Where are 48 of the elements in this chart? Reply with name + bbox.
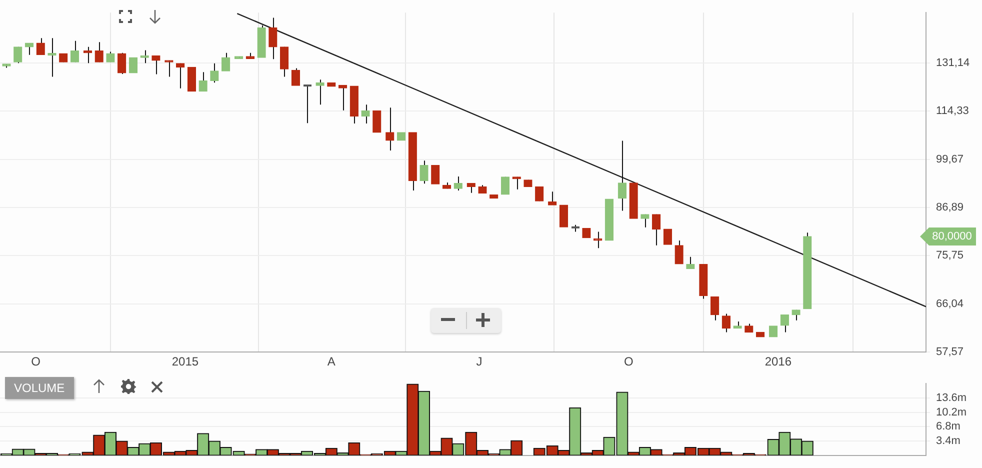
candlestick: [454, 176, 462, 192]
candlestick: [14, 46, 22, 64]
candlestick: [372, 110, 382, 133]
candlestick: [535, 186, 544, 202]
y-tick-label: 131,14: [936, 57, 970, 70]
y-tick-label: 3.4m: [936, 435, 960, 448]
candlestick: [466, 182, 476, 194]
candlestick: [548, 191, 557, 206]
candlestick: [361, 104, 370, 124]
candlestick: [152, 55, 160, 75]
y-tick-label: 57,57: [936, 346, 964, 358]
candlestick: [663, 228, 672, 245]
candlestick: [280, 46, 289, 78]
y-tick-label: 66,04: [936, 298, 964, 310]
candlestick: [176, 62, 185, 89]
y-tick-label: 99,67: [936, 153, 964, 166]
candlestick: [316, 79, 324, 106]
y-tick-label: 86,89: [936, 202, 964, 214]
candlestick: [420, 160, 428, 184]
x-tick-label: O: [31, 354, 40, 369]
candlestick: [618, 140, 627, 212]
x-tick-label: 2016: [764, 354, 792, 369]
chart-title: VOLUME: [5, 377, 74, 399]
candlestick: [118, 52, 126, 75]
y-tick-label: 6.8m: [936, 420, 960, 433]
candlestick: [686, 256, 695, 270]
candlestick: [302, 84, 312, 124]
candlestick: [128, 57, 138, 74]
candlestick: [559, 204, 568, 228]
candlestick: [268, 17, 278, 60]
candlestick: [500, 176, 510, 195]
candlestick: [338, 84, 348, 111]
y-tick-label: 13.6m: [936, 392, 967, 404]
candlestick: [674, 240, 684, 264]
x-tick-label: J: [476, 354, 482, 369]
candlestick: [431, 164, 440, 184]
candlestick: [386, 107, 394, 152]
x-tick-label: 2015: [172, 354, 199, 369]
x-tick-label: O: [624, 354, 634, 369]
candlestick: [652, 214, 661, 246]
y-tick-label: 10.2m: [936, 406, 967, 418]
y-tick-label: 75,75: [936, 250, 964, 262]
candlestick: [710, 296, 720, 321]
y-tick-label: 114,33: [936, 105, 969, 118]
candlestick: [640, 214, 650, 228]
candlestick: [291, 68, 300, 86]
x-tick-label: A: [327, 354, 336, 369]
text: 80,0000: [932, 230, 972, 243]
